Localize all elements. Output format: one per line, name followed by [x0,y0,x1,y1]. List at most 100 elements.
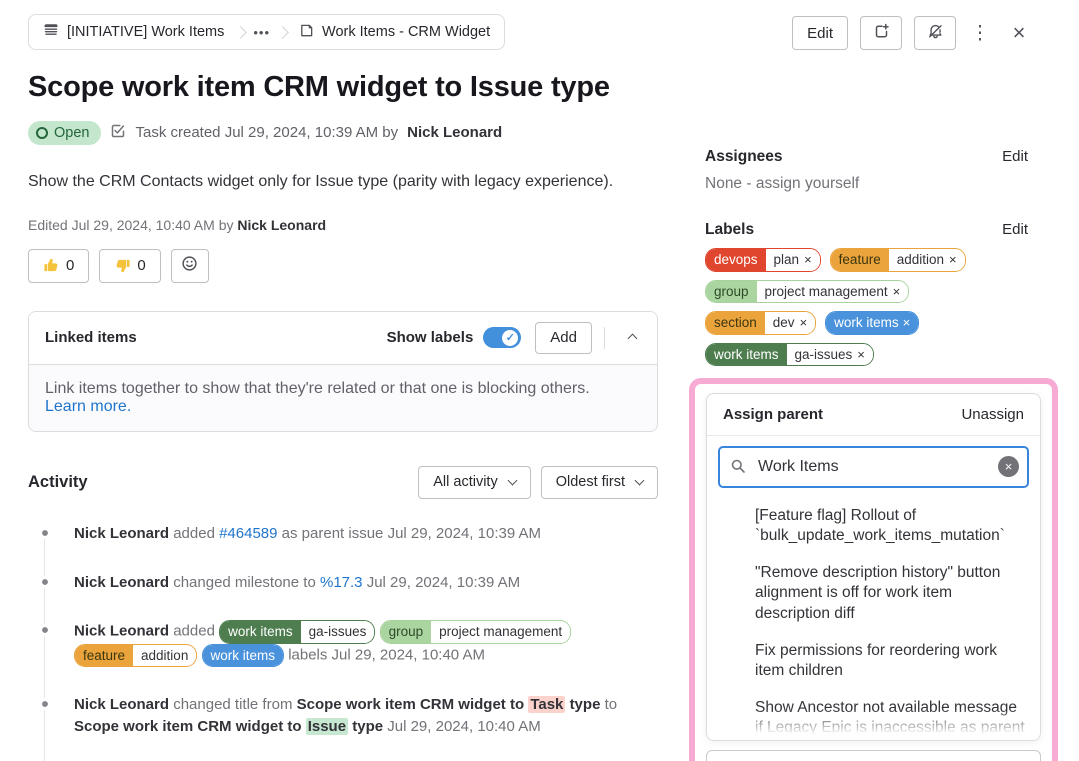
labels-row: Labels Edit [705,221,1028,239]
activity-header: Activity All activity Oldest first [28,465,658,499]
parent-result-item[interactable]: Show Ancestor not available message if L… [755,698,1025,740]
more-actions-button[interactable]: ⋮ [968,16,992,50]
chevron-down-icon [634,475,645,486]
connector-text: to [604,696,618,714]
label-key: group [380,621,432,643]
epic-layers-icon [43,22,59,42]
activity-filter-dropdown[interactable]: All activity [418,465,531,499]
chevron-up-icon [627,333,638,344]
label-chip[interactable]: group project management [379,620,572,644]
toggle-check-icon: ✓ [502,329,519,346]
label-chip[interactable]: work items [201,643,285,668]
label-key: devops [706,249,766,271]
activity-rest: Jul 29, 2024, 10:39 AM [366,573,521,591]
notifications-off-button[interactable] [914,16,956,50]
parent-result-item[interactable]: Fix permissions for reordering work item… [755,641,998,679]
remove-label-icon[interactable]: × [804,252,812,268]
add-reaction-button[interactable] [170,248,209,283]
thumbs-up-button[interactable]: 0 [28,248,90,283]
activity-sort-dropdown[interactable]: Oldest first [540,465,658,499]
label-value: ga-issues [794,346,853,362]
labels-title: Labels [705,221,755,238]
activity-rest: Jul 29, 2024, 10:40 AM [387,718,541,736]
add-related-item-button[interactable] [860,16,902,50]
assign-parent-title: Assign parent [723,406,824,423]
milestone-link[interactable]: %17.3 [319,573,363,591]
thumbs-down-button[interactable]: 0 [99,248,161,283]
assign-yourself-link[interactable]: assign yourself [755,175,860,192]
breadcrumb-project[interactable]: [INITIATIVE] Work Items [29,15,238,49]
show-labels-toggle-wrap: Show labels ✓ [387,327,522,349]
parent-search: × [718,446,1029,488]
clear-search-button[interactable]: × [998,456,1019,477]
removed-word: Task [528,696,566,714]
unassign-button[interactable]: Unassign [961,406,1024,423]
parent-select-dropdown[interactable]: Work Items - CRM Widget [706,750,1041,761]
parent-result-item[interactable]: [Feature flag] Rollout of `bulk_update_w… [755,507,1005,545]
labels-edit-button[interactable]: Edit [1002,221,1028,238]
assign-parent-popup: Assign parent Unassign × [Feature flag] … [706,393,1041,741]
label-chip[interactable]: group project management × [705,279,910,303]
ellipsis-vertical-icon: ⋮ [970,22,990,44]
parent-search-input[interactable] [718,446,1029,488]
breadcrumb: [INITIATIVE] Work Items ••• Work Items -… [28,14,506,50]
task-check-icon [110,123,126,143]
parent-widget-highlight: Assign parent Unassign × [Feature flag] … [689,378,1058,761]
page-title: Scope work item CRM widget to Issue type [28,71,610,103]
edited-text: Edited Jul 29, 2024, 10:40 AM by [28,216,234,233]
search-icon [730,458,746,479]
label-chip[interactable]: feature addition × [829,248,966,272]
breadcrumb-current[interactable]: Work Items - CRM Widget [285,15,504,49]
label-chip[interactable]: work items ga-issues × [705,342,874,366]
collapse-linked-items-button[interactable] [617,321,641,355]
header-actions: Edit ⋮ × [792,14,1034,50]
activity-author: Nick Leonard [74,573,170,591]
remove-label-icon[interactable]: × [799,315,808,331]
label-chip[interactable]: section dev × [705,311,817,335]
label-chip[interactable]: work items × [825,311,920,335]
label-value: addition [133,644,197,667]
created-author: Nick Leonard [407,124,503,142]
learn-more-link[interactable]: Learn more. [45,397,132,415]
thumbs-up-icon [43,257,60,274]
remove-label-icon[interactable]: × [892,283,901,299]
assignees-title: Assignees [705,148,783,165]
label-value: addition [896,252,944,267]
top-bar: [INITIATIVE] Work Items ••• Work Items -… [28,14,1034,50]
activity-rest: as parent issue Jul 29, 2024, 10:39 AM [281,524,542,542]
thumbs-down-icon [114,257,131,274]
assign-parent-header: Assign parent Unassign [707,394,1040,436]
remove-label-icon[interactable]: × [902,315,911,331]
smiley-icon [181,255,198,276]
remove-label-icon[interactable]: × [949,252,957,268]
linked-items-title: Linked items [45,329,137,347]
label-chip[interactable]: devops plan × [705,248,821,272]
activity-action: changed title from [173,696,293,714]
label-key: work items [202,644,284,667]
issue-link[interactable]: #464589 [219,524,278,542]
edit-button[interactable]: Edit [792,16,848,50]
header-divider [604,326,605,349]
label-chip[interactable]: work items ga-issues [219,620,376,644]
award-emoji-row: 0 0 [28,248,658,283]
remove-label-icon[interactable]: × [857,346,865,362]
breadcrumb-project-label: [INITIATIVE] Work Items [67,24,225,40]
linked-items-empty-text: Link items together to show that they're… [45,379,590,397]
show-labels-toggle[interactable]: ✓ [483,327,522,349]
description-text: Show the CRM Contacts widget only for Is… [28,172,614,190]
work-item-main: Scope work item CRM widget to Issue type… [28,60,658,761]
thumbs-down-count: 0 [137,257,146,275]
activity-list: Nick Leonard added #464589 as parent iss… [28,523,658,761]
add-linked-item-button[interactable]: Add [535,321,592,354]
assignees-edit-button[interactable]: Edit [1002,148,1028,165]
label-chip[interactable]: feature addition [74,643,198,668]
close-drawer-button[interactable]: × [1004,16,1034,50]
activity-item: Nick Leonard added work items ga-issues g… [28,620,658,668]
breadcrumb-ellipsis[interactable]: ••• [253,24,271,40]
parent-result-item[interactable]: "Remove description history" button alig… [755,564,1001,622]
activity-action: added [173,524,215,542]
edited-line: Edited Jul 29, 2024, 10:40 AM by Nick Le… [28,217,658,233]
edited-author: Nick Leonard [237,216,327,233]
old-title-text: Scope work item CRM widget to [296,696,525,714]
open-circle-icon [36,126,48,139]
